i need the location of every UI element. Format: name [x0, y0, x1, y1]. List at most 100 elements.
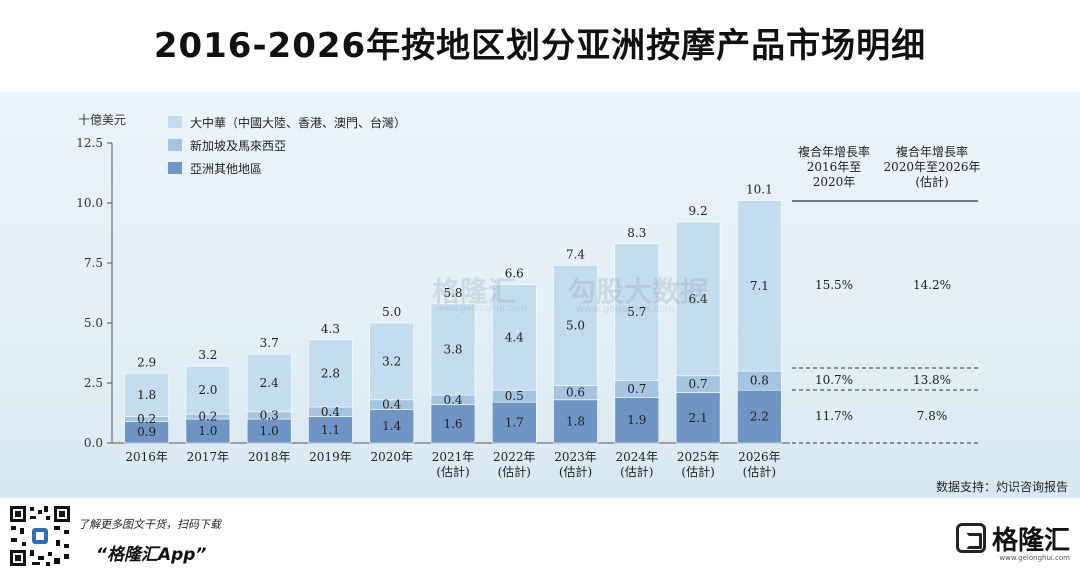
- x-tick-label: 2016年: [125, 450, 168, 464]
- footer-promo: 了解更多图文干货，扫码下载: [78, 518, 221, 531]
- bar-segment: [614, 243, 660, 381]
- legend-label: 新加坡及馬來西亞: [190, 138, 286, 153]
- footer: [0, 498, 1080, 576]
- x-tick-label: 2018年: [248, 450, 291, 464]
- bar-value-label: 0.4: [443, 393, 462, 407]
- x-tick-label: 2024年: [616, 450, 659, 464]
- bar-segment: [491, 401, 537, 444]
- bar-total-label: 2.9: [137, 355, 156, 369]
- brand-logo-icon: [955, 523, 986, 553]
- bar-total-label: 7.4: [566, 247, 585, 261]
- cagr-header: 複合年增長率: [798, 144, 870, 159]
- cagr-value: 13.8%: [913, 373, 951, 387]
- bar-total-label: 3.7: [260, 336, 279, 350]
- page-title: 2016-2026年按地区划分亚洲按摩产品市场明细: [153, 26, 927, 66]
- bar-value-label: 0.7: [689, 377, 708, 391]
- bar-value-label: 1.8: [137, 388, 156, 402]
- bar-value-label: 4.4: [505, 330, 524, 344]
- legend-swatch: [168, 139, 182, 151]
- cagr-header: 2020年: [813, 175, 856, 189]
- bar-segment: [369, 409, 415, 444]
- bar-segment: [737, 200, 782, 372]
- footer-app-name: “格隆汇App”: [96, 545, 207, 565]
- cagr-value: 15.5%: [815, 278, 853, 292]
- bar-value-label: 3.8: [443, 342, 462, 356]
- bar-segment: [246, 353, 292, 413]
- bar-value-label: 0.9: [137, 425, 156, 439]
- bar-value-label: 1.0: [198, 424, 217, 438]
- bar-value-label: 2.4: [260, 376, 279, 390]
- bar-segment: [308, 416, 353, 444]
- cagr-value: 10.7%: [815, 373, 853, 387]
- bar-segment: [308, 339, 353, 408]
- y-tick-label: 5.0: [84, 316, 103, 330]
- bar-value-label: 1.4: [382, 419, 401, 433]
- bar-segment: [246, 418, 292, 444]
- bar-segment: [491, 284, 537, 391]
- cagr-header: 2016年至: [807, 160, 862, 174]
- qr-code-icon[interactable]: [8, 504, 72, 568]
- x-tick-label: 2019年: [309, 450, 352, 464]
- bar-value-label: 1.9: [627, 413, 646, 427]
- bar-value-label: 1.1: [321, 423, 340, 437]
- y-tick-label: 0.0: [84, 436, 103, 450]
- y-tick-label: 7.5: [84, 256, 103, 270]
- bar-value-label: 7.1: [750, 279, 769, 293]
- x-tick-label: 2026年: [738, 450, 781, 464]
- bar-segment: [185, 365, 231, 415]
- bar-total-label: 5.8: [443, 286, 462, 300]
- bar-value-label: 0.8: [750, 374, 769, 388]
- x-tick-label: 2017年: [187, 450, 230, 464]
- legend-label: 亞洲其他地區: [190, 162, 262, 176]
- chart-panel: [0, 92, 1080, 498]
- bar-value-label: 1.8: [566, 414, 585, 428]
- x-tick-label: 2022年: [493, 450, 536, 464]
- bar-segment: [553, 265, 598, 386]
- y-axis-unit: 十億美元: [78, 113, 126, 127]
- bar-total-label: 3.2: [198, 348, 217, 362]
- bar-value-label: 0.5: [505, 389, 524, 403]
- bar-value-label: 2.2: [750, 410, 769, 424]
- bar-total-label: 5.0: [382, 305, 401, 319]
- data-source: 数据支持：灼识咨询报告: [935, 480, 1068, 494]
- cagr-header: (估計): [915, 174, 948, 189]
- cagr-header: 2020年至2026年: [883, 160, 980, 174]
- bar-segment: [124, 373, 169, 417]
- x-tick-label: (估計): [743, 464, 776, 479]
- bar-segment: [553, 399, 598, 444]
- bar-total-label: 6.6: [505, 267, 524, 281]
- bar-value-label: 2.1: [689, 411, 708, 425]
- bar-value-label: 0.4: [382, 398, 401, 412]
- y-tick-label: 2.5: [84, 376, 103, 390]
- bar-segment: [614, 397, 660, 444]
- bar-value-label: 0.6: [566, 386, 585, 400]
- y-tick-label: 10.0: [76, 196, 103, 210]
- x-tick-label: (估計): [620, 464, 653, 479]
- bar-value-label: 1.6: [443, 417, 462, 431]
- cagr-value: 14.2%: [913, 278, 951, 292]
- x-tick-label: 2020年: [370, 450, 413, 464]
- x-tick-label: 2021年: [432, 450, 475, 464]
- x-tick-label: (估計): [559, 464, 592, 479]
- bar-value-label: 0.7: [627, 382, 646, 396]
- cagr-value: 7.8%: [917, 409, 948, 423]
- bar-value-label: 0.2: [198, 410, 217, 424]
- x-tick-label: (估計): [436, 464, 469, 479]
- bar-value-label: 2.0: [198, 383, 217, 397]
- bar-value-label: 0.3: [260, 408, 279, 422]
- y-tick-label: 12.5: [76, 136, 103, 150]
- brand-logo-text: 格隆汇: [991, 525, 1070, 556]
- bar-total-label: 9.2: [689, 204, 708, 218]
- bar-value-label: 5.7: [627, 305, 646, 319]
- x-tick-label: (估計): [498, 464, 531, 479]
- cagr-header: 複合年增長率: [896, 144, 968, 159]
- brand-logo-url: www.gelonghui.com: [999, 554, 1070, 562]
- bar-total-label: 10.1: [746, 183, 773, 197]
- bar-segment: [369, 322, 415, 401]
- bar-value-label: 1.0: [260, 424, 279, 438]
- bar-value-label: 3.2: [382, 354, 401, 368]
- bar-value-label: 5.0: [566, 318, 585, 332]
- bar-segment: [675, 221, 721, 377]
- bar-segment: [430, 303, 476, 396]
